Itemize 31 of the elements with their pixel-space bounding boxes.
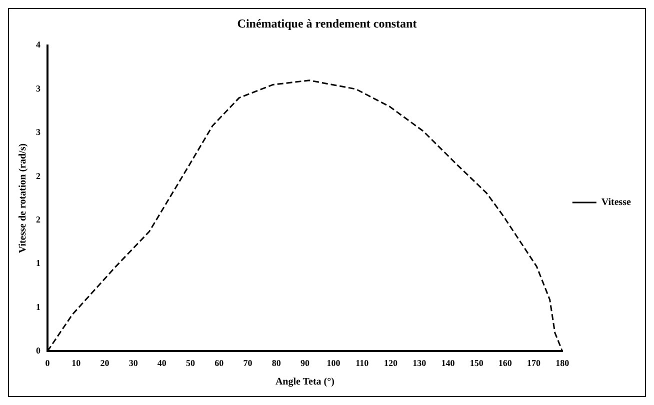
- x-tick-label: 100: [326, 358, 341, 368]
- x-tick-label: 20: [100, 358, 110, 368]
- x-tick-label: 170: [527, 358, 542, 368]
- y-tick-label: 1: [36, 258, 41, 268]
- x-tick-label: 80: [272, 358, 282, 368]
- x-tick-label: 30: [128, 358, 138, 368]
- y-tick-label: 0: [36, 346, 41, 356]
- x-tick-label: 70: [243, 358, 253, 368]
- x-tick-label: 90: [300, 358, 310, 368]
- y-tick-label: 2: [36, 170, 41, 181]
- chart-title: Cinématique à rendement constant: [237, 16, 417, 30]
- y-tick-label: 3: [36, 127, 41, 138]
- x-axis-title: Angle Teta (°): [275, 376, 334, 388]
- x-tick-label: 160: [498, 358, 512, 368]
- legend-label: Vitesse: [601, 197, 632, 208]
- y-tick-label: 3: [36, 83, 41, 94]
- y-tick-label: 2: [36, 214, 41, 224]
- x-tick-label: 120: [384, 358, 398, 368]
- x-tick-label: 10: [72, 358, 82, 368]
- x-tick-label: 150: [470, 358, 484, 368]
- x-tick-label: 130: [412, 358, 427, 368]
- x-tick-label: 40: [157, 358, 167, 368]
- x-tick-label: 110: [356, 358, 370, 368]
- x-tick-label: 140: [441, 358, 456, 368]
- x-tick-label: 0: [45, 358, 50, 368]
- y-tick-label: 4: [36, 40, 41, 50]
- x-tick-label: 60: [214, 358, 224, 368]
- y-axis-title: Vitesse de rotation (rad/s): [18, 143, 29, 254]
- x-tick-label: 50: [186, 358, 196, 368]
- y-tick-label: 1: [36, 302, 41, 312]
- x-tick-label: 180: [556, 358, 570, 368]
